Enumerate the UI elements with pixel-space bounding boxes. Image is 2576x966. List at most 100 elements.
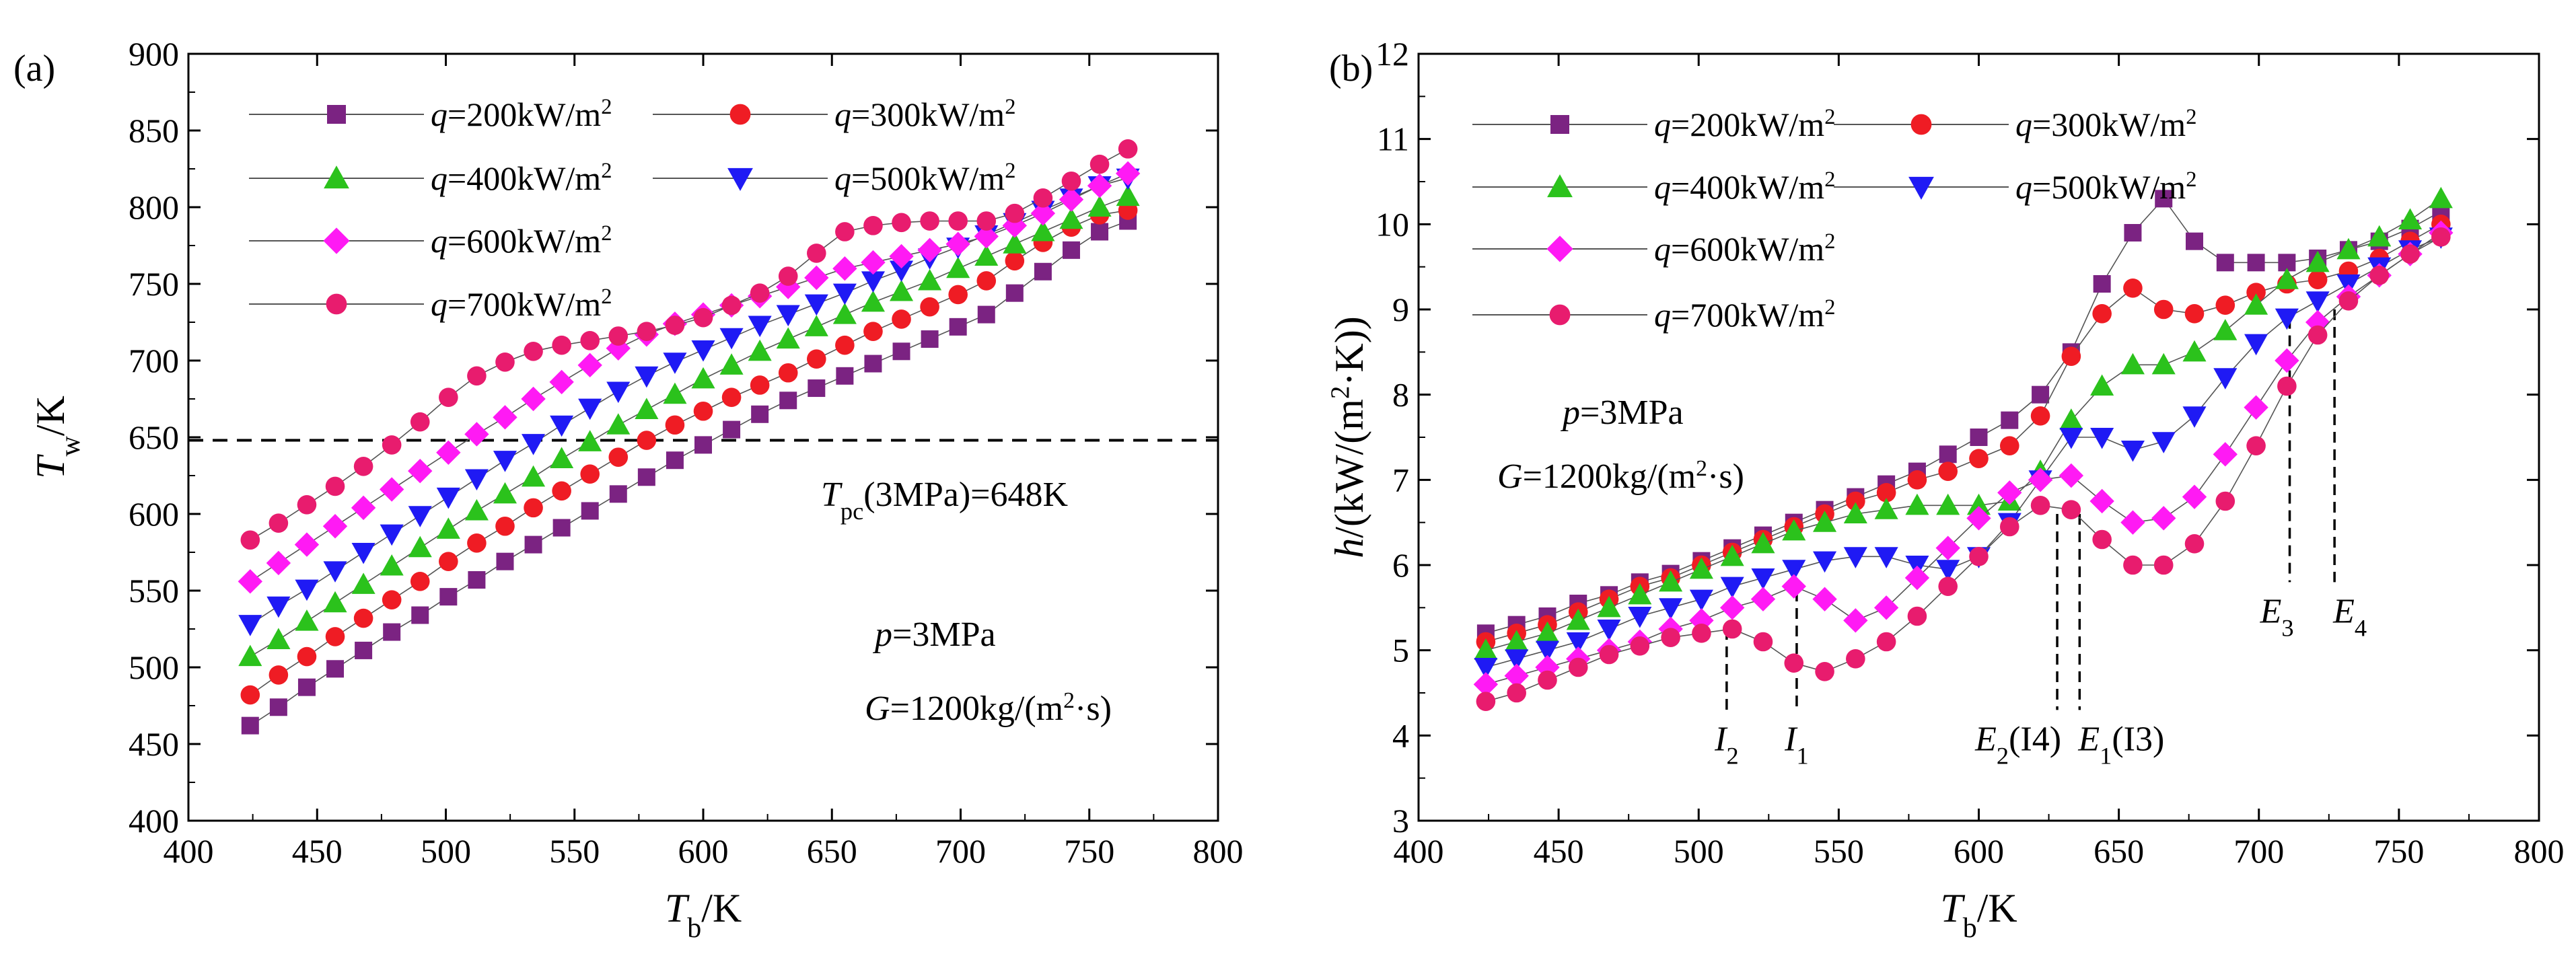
data-point	[240, 530, 260, 550]
data-point	[948, 211, 968, 231]
data-point	[580, 331, 600, 350]
data-point	[294, 532, 320, 557]
data-point	[383, 623, 401, 641]
legend-entry: q=700kW/m2	[1472, 295, 1835, 334]
reference-line-label: Tpc(3MPa)=648K	[821, 476, 1068, 525]
x-tick-label: 700	[935, 832, 986, 870]
series-line	[1485, 223, 2441, 642]
data-point	[748, 315, 772, 338]
data-point	[719, 328, 744, 350]
data-point	[1504, 663, 1529, 688]
y-tick-label: 12	[1375, 35, 1409, 73]
data-point	[2369, 266, 2390, 285]
data-point	[297, 646, 317, 667]
data-point	[496, 552, 514, 570]
data-point	[1938, 577, 1958, 596]
y-tick-label: 800	[129, 188, 179, 226]
data-point	[1846, 491, 1865, 511]
data-point	[863, 322, 883, 341]
series-line	[250, 177, 1129, 625]
legend-label: q=200kW/m2	[1654, 105, 1835, 143]
data-point	[379, 477, 404, 502]
data-point	[807, 349, 826, 369]
legend-marker	[324, 165, 349, 189]
data-point	[861, 290, 885, 312]
data-point	[266, 596, 291, 618]
y-tick-label: 3	[1392, 802, 1409, 840]
data-point	[439, 588, 458, 606]
data-point	[2123, 278, 2143, 298]
data-point	[693, 401, 713, 421]
data-point	[2120, 440, 2145, 462]
condition-label: G=1200kg/(m2·s)	[865, 688, 1112, 729]
data-point	[666, 451, 684, 470]
data-point	[945, 231, 970, 256]
data-point	[2030, 496, 2050, 515]
series-4	[238, 161, 1141, 594]
data-point	[1005, 203, 1025, 223]
data-point	[577, 352, 602, 378]
data-point	[295, 579, 319, 601]
x-tick-label: 500	[421, 832, 471, 870]
data-point	[240, 685, 260, 705]
data-point	[606, 381, 631, 404]
data-point	[2247, 254, 2265, 272]
data-point	[464, 498, 489, 521]
data-point	[436, 487, 460, 509]
legend-label: q=600kW/m2	[1654, 229, 1835, 268]
data-point	[665, 415, 685, 435]
data-point	[2153, 299, 2174, 320]
legend-marker	[1908, 176, 1934, 200]
y-tick-label: 10	[1375, 205, 1409, 243]
data-point	[1784, 653, 1804, 673]
legend-label: q=400kW/m2	[431, 159, 612, 197]
data-point	[1722, 619, 1742, 639]
data-point	[1628, 583, 1652, 605]
data-point	[2182, 484, 2207, 509]
data-point	[266, 628, 291, 649]
data-point	[2124, 224, 2142, 241]
data-point	[436, 440, 461, 465]
x-tick-label: 800	[1193, 832, 1244, 870]
series-3	[1474, 227, 2453, 679]
data-point	[1473, 672, 1499, 697]
x-axis-label: Tb/K	[665, 886, 742, 944]
data-point	[1846, 649, 1865, 669]
data-point	[2277, 376, 2297, 396]
data-point	[1997, 480, 2022, 505]
x-tick-label: 700	[2233, 832, 2284, 870]
legend-label: q=200kW/m2	[431, 95, 612, 133]
data-point	[1689, 589, 1713, 611]
data-point	[2244, 395, 2268, 420]
data-point	[266, 550, 291, 576]
y-tick-label: 5	[1392, 632, 1409, 669]
x-tick-label: 550	[1814, 832, 1864, 870]
data-point	[382, 590, 402, 609]
data-point	[353, 457, 373, 476]
data-point	[1843, 502, 1867, 524]
data-point	[2028, 468, 2053, 492]
chart-panel-1: (b) 400 450 500 550 600 650 700 750 800 3 4 5 6 7 8 9 10 1…	[1326, 35, 2565, 944]
data-point	[1813, 551, 1837, 573]
data-point	[1031, 219, 1055, 241]
data-point	[550, 415, 574, 437]
data-point	[637, 322, 657, 341]
data-point	[1033, 188, 1053, 208]
data-point	[948, 285, 968, 305]
data-point	[1874, 498, 1898, 519]
legend-marker	[1550, 115, 1569, 134]
data-point	[522, 434, 546, 455]
data-point	[1936, 493, 1960, 515]
data-point	[2307, 325, 2328, 345]
data-point	[1535, 640, 1560, 663]
data-point	[779, 392, 797, 410]
data-point	[2123, 555, 2143, 575]
data-point	[1538, 670, 1557, 690]
data-point	[241, 716, 259, 735]
x-tick-label: 450	[1534, 832, 1584, 870]
data-point	[2151, 506, 2176, 531]
data-point	[1505, 649, 1529, 671]
x-tick-label: 650	[2094, 832, 2144, 870]
data-point	[637, 468, 655, 486]
